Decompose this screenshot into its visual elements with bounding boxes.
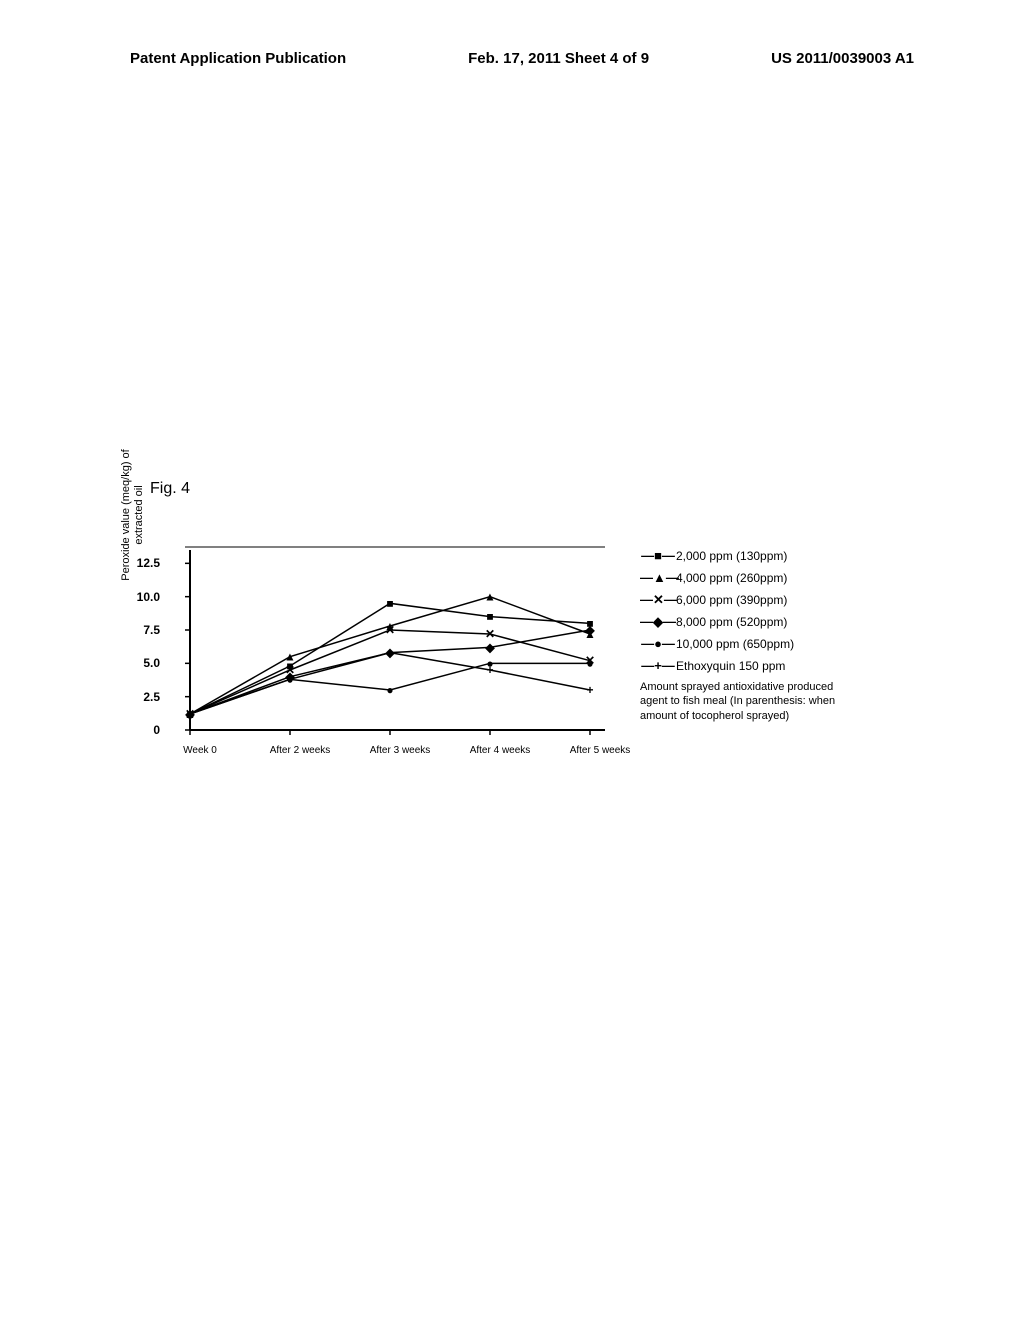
x-tick-label: After 4 weeks bbox=[470, 745, 531, 756]
svg-text:▲: ▲ bbox=[484, 590, 496, 604]
svg-text:◆: ◆ bbox=[584, 623, 595, 637]
legend-label: Ethoxyquin 150 ppm bbox=[676, 656, 785, 676]
svg-text:●: ● bbox=[586, 656, 593, 670]
legend-item: —■— 2,000 ppm (130ppm) bbox=[640, 545, 794, 567]
legend-item: —✕— 6,000 ppm (390ppm) bbox=[640, 589, 794, 611]
legend-item: —+— Ethoxyquin 150 ppm bbox=[640, 655, 794, 677]
svg-text:+: + bbox=[286, 672, 293, 686]
page-header: Patent Application Publication Feb. 17, … bbox=[0, 50, 1024, 67]
legend-label: 10,000 ppm (650ppm) bbox=[676, 634, 794, 654]
legend-marker-icon: —■— bbox=[640, 545, 676, 567]
svg-text:▲: ▲ bbox=[284, 650, 296, 664]
svg-text:+: + bbox=[486, 663, 493, 677]
svg-text:+: + bbox=[586, 683, 593, 697]
svg-text:+: + bbox=[186, 707, 193, 721]
svg-text:●: ● bbox=[386, 683, 393, 697]
legend-marker-icon: —▲— bbox=[640, 567, 676, 589]
legend-caption: Amount sprayed antioxidative produced ag… bbox=[640, 680, 860, 723]
chart-plot-area: ■■■■■▲▲▲▲▲✕✕✕✕✕◆◆◆◆◆●●●●●+++++ bbox=[140, 540, 620, 740]
svg-text:◆: ◆ bbox=[484, 640, 495, 654]
header-left: Patent Application Publication bbox=[130, 50, 346, 67]
legend-item: —▲— 4,000 ppm (260ppm) bbox=[640, 567, 794, 589]
figure-label: Fig. 4 bbox=[150, 480, 190, 498]
legend-marker-icon: —✕— bbox=[640, 589, 676, 611]
legend-label: 4,000 ppm (260ppm) bbox=[676, 568, 787, 588]
legend-item: —◆— 8,000 ppm (520ppm) bbox=[640, 611, 794, 633]
svg-text:■: ■ bbox=[486, 610, 493, 624]
legend-item: —●— 10,000 ppm (650ppm) bbox=[640, 633, 794, 655]
svg-text:■: ■ bbox=[386, 596, 393, 610]
legend-label: 6,000 ppm (390ppm) bbox=[676, 590, 787, 610]
legend-label: 2,000 ppm (130ppm) bbox=[676, 546, 787, 566]
chart-svg: ■■■■■▲▲▲▲▲✕✕✕✕✕◆◆◆◆◆●●●●●+++++ bbox=[140, 540, 620, 750]
x-tick-label: After 5 weeks bbox=[570, 745, 631, 756]
legend-marker-icon: —◆— bbox=[640, 611, 676, 633]
legend-label: 8,000 ppm (520ppm) bbox=[676, 612, 787, 632]
svg-text:✕: ✕ bbox=[385, 623, 395, 637]
chart-legend: —■— 2,000 ppm (130ppm)—▲— 4,000 ppm (260… bbox=[640, 545, 794, 678]
header-right: US 2011/0039003 A1 bbox=[771, 50, 914, 67]
svg-text:✕: ✕ bbox=[485, 627, 495, 641]
x-tick-label: After 2 weeks bbox=[270, 745, 331, 756]
x-tick-label: Week 0 bbox=[183, 745, 217, 756]
legend-marker-icon: —+— bbox=[640, 655, 676, 677]
legend-marker-icon: —●— bbox=[640, 633, 676, 655]
header-center: Feb. 17, 2011 Sheet 4 of 9 bbox=[468, 50, 649, 67]
svg-text:+: + bbox=[386, 646, 393, 660]
x-tick-label: After 3 weeks bbox=[370, 745, 431, 756]
